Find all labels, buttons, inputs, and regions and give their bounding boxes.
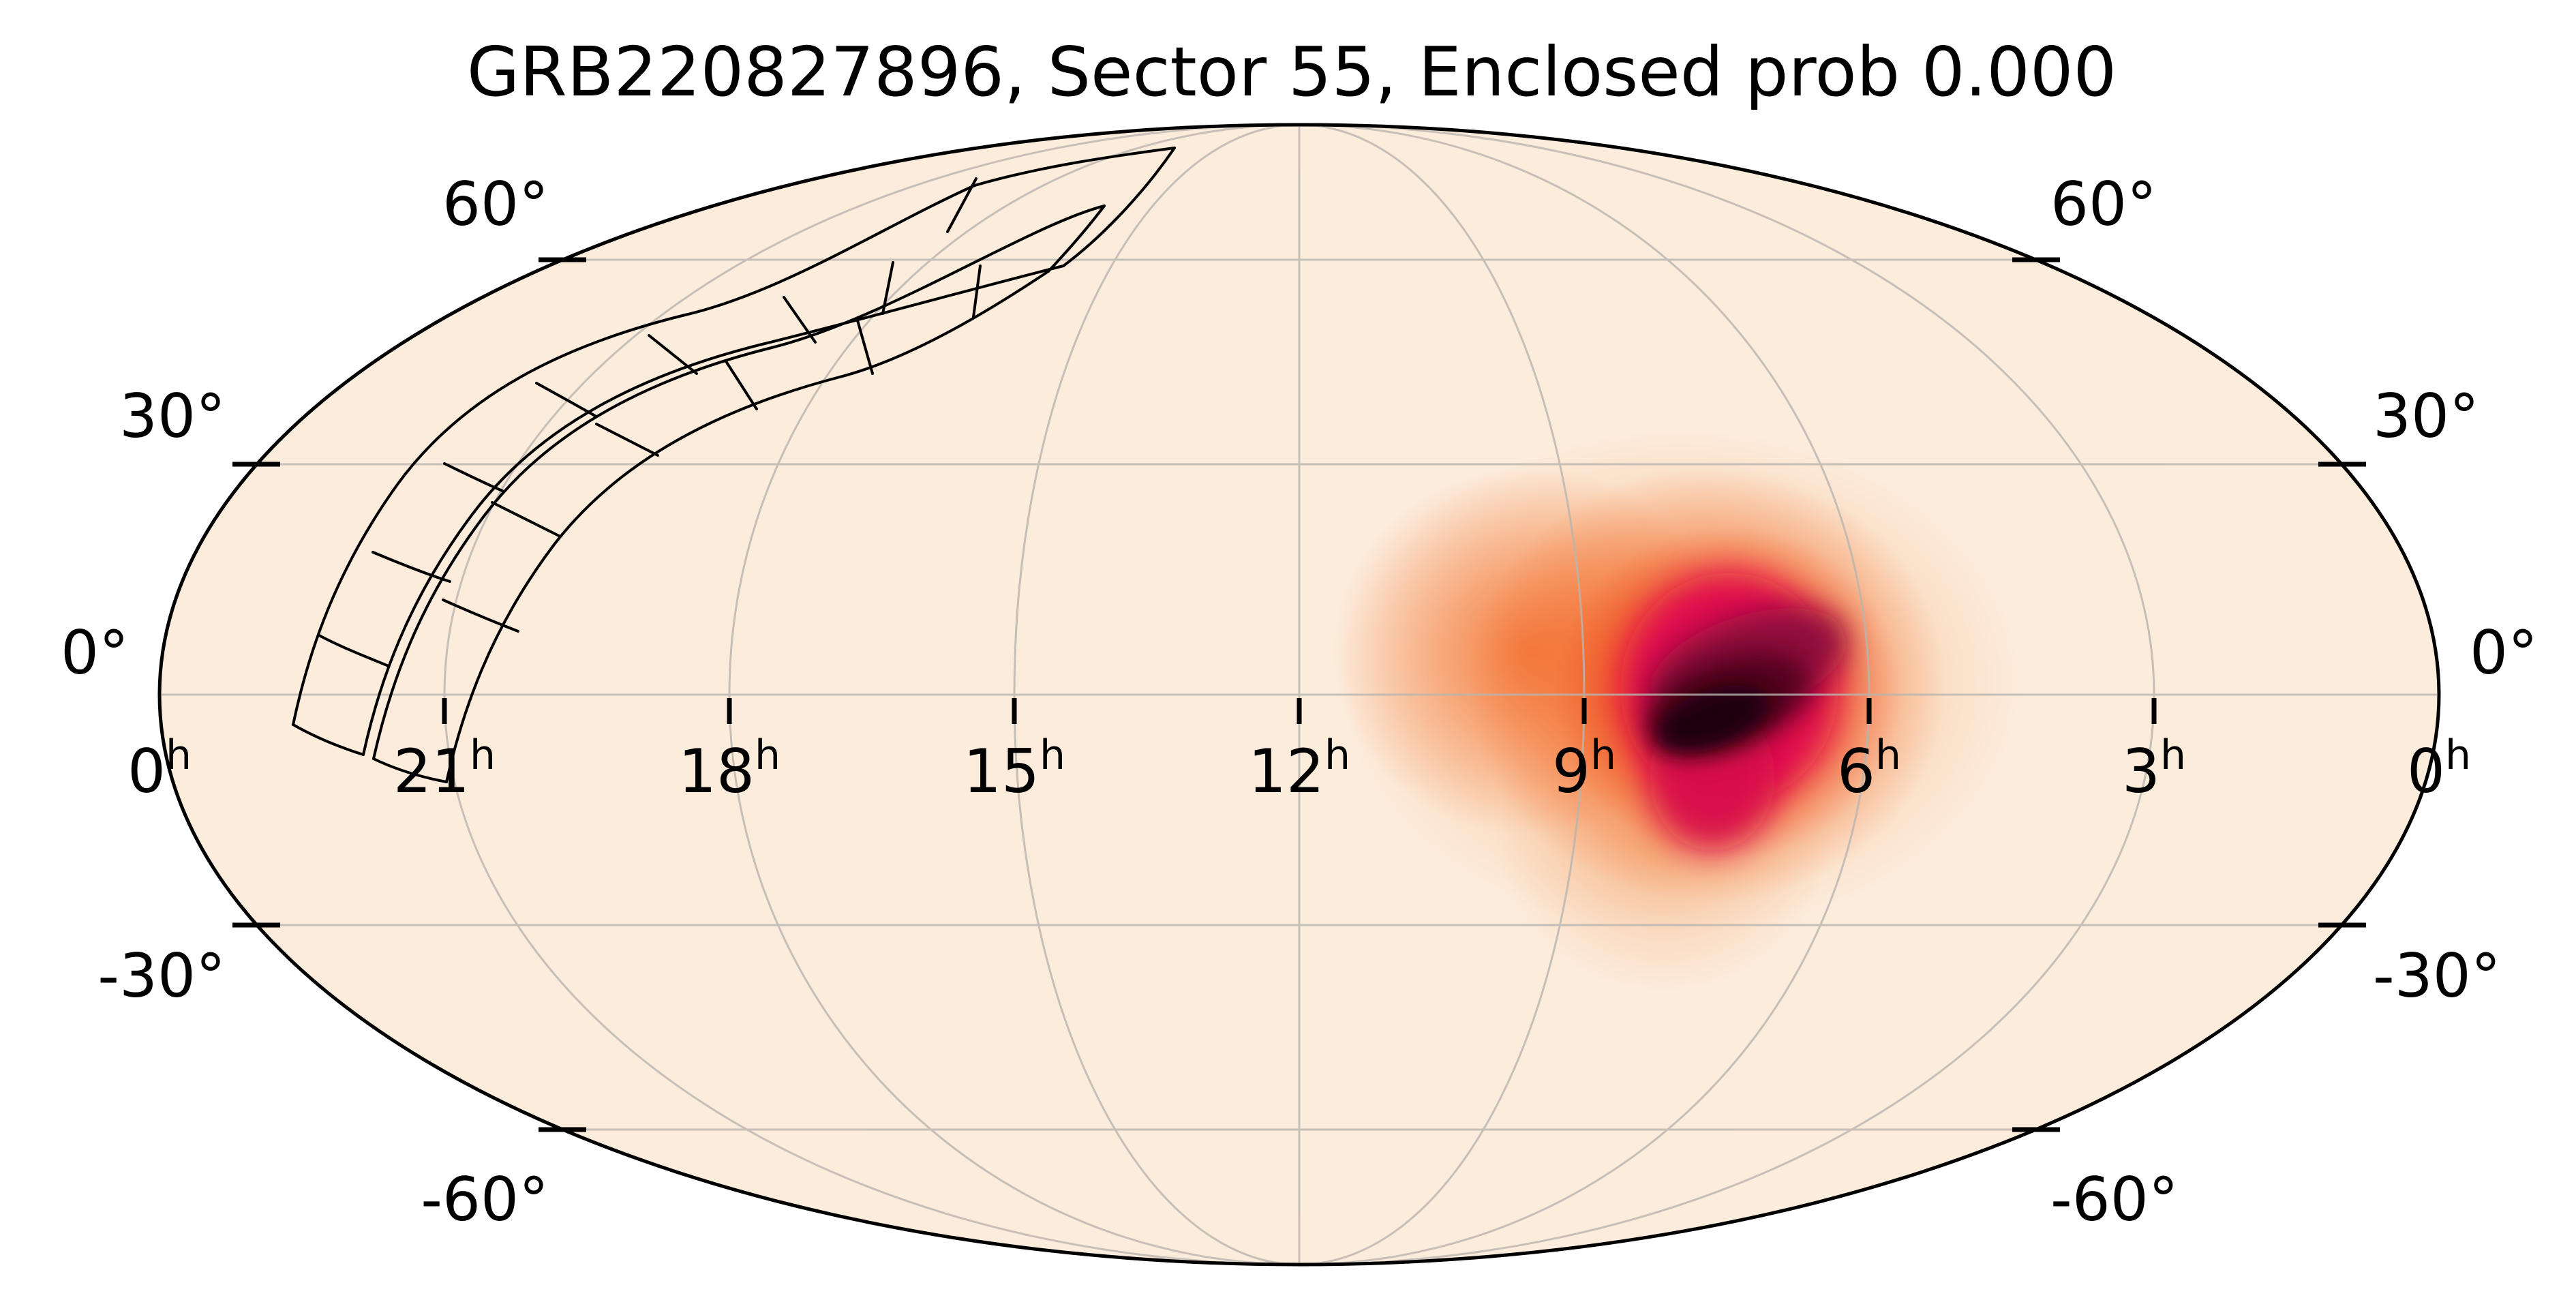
dec-tick-labels: 60° 30° 0° -30° -60° 60° 30° 0° -30° -60° — [61, 169, 2538, 1235]
ra-tick-label: 21h — [393, 731, 496, 806]
graticule-line — [728, 127, 1300, 1263]
ra-tick-labels: 0h 21h 18h 15h 12h 9h 6h 3h 0h — [127, 731, 2471, 806]
graticule-line — [1299, 127, 1870, 1263]
dec-tick-label: 60° — [2050, 169, 2157, 239]
footprint-edge — [648, 334, 698, 375]
footprint-edge — [725, 360, 758, 410]
probability-blob — [1333, 429, 2021, 992]
graticule-line — [1013, 127, 1300, 1263]
footprint-edge — [292, 723, 365, 756]
ra-tick-label: 18h — [678, 731, 781, 806]
plot-title: GRB220827896, Sector 55, Enclosed prob 0… — [467, 32, 2117, 112]
dec-tick-label: 0° — [2470, 618, 2538, 688]
sky-outline-ellipse — [157, 123, 2441, 1267]
dec-tick-label: 60° — [442, 169, 549, 239]
sector-footprint — [292, 147, 1176, 783]
ra-tick-label: 3h — [2122, 731, 2186, 806]
footprint-edge — [881, 261, 894, 315]
dec-tick-label: -60° — [421, 1164, 549, 1235]
footprint-edge — [783, 296, 817, 344]
footprint-edge — [1047, 205, 1106, 273]
footprint-edge — [442, 599, 519, 633]
footprint-edge — [972, 264, 982, 318]
blob-layer — [1655, 685, 1770, 753]
graticule-line — [443, 127, 1300, 1263]
footprint-edge — [292, 147, 1176, 726]
footprint-edge — [946, 177, 978, 233]
dec-tick-label: 0° — [61, 618, 129, 688]
graticule-line — [1299, 127, 1586, 1263]
footprint-edge — [362, 264, 1065, 756]
footprint-edge — [1062, 147, 1176, 267]
footprint-edge — [535, 382, 596, 417]
footprint-edge — [491, 501, 560, 537]
ra-tick-label: 0h — [127, 731, 192, 806]
ra-tick-label: 12h — [1248, 731, 1350, 806]
footprint-edge — [856, 319, 874, 375]
graticule-line — [1299, 127, 2155, 1263]
footprint-edge — [443, 462, 504, 492]
footprint-edge — [445, 270, 1050, 783]
ra-tick-label: 6h — [1837, 731, 1901, 806]
dec-tick-label: -60° — [2050, 1164, 2179, 1235]
dec-tick-label: 30° — [119, 381, 226, 451]
footprint-edge — [372, 205, 1106, 760]
footprint-edge — [372, 757, 448, 783]
footprint-edge — [372, 551, 451, 583]
ra-tick-label: 0h — [2407, 731, 2471, 806]
footprint-edge — [595, 423, 659, 457]
ra-tick-label: 15h — [963, 731, 1065, 806]
dec-tick-label: 30° — [2373, 381, 2479, 451]
footprint-edge — [318, 634, 390, 667]
dec-tick-label: -30° — [2373, 941, 2501, 1011]
graticule — [162, 127, 2437, 1263]
dec-tick-label: -30° — [97, 941, 226, 1011]
ra-tick-label: 9h — [1552, 731, 1616, 806]
